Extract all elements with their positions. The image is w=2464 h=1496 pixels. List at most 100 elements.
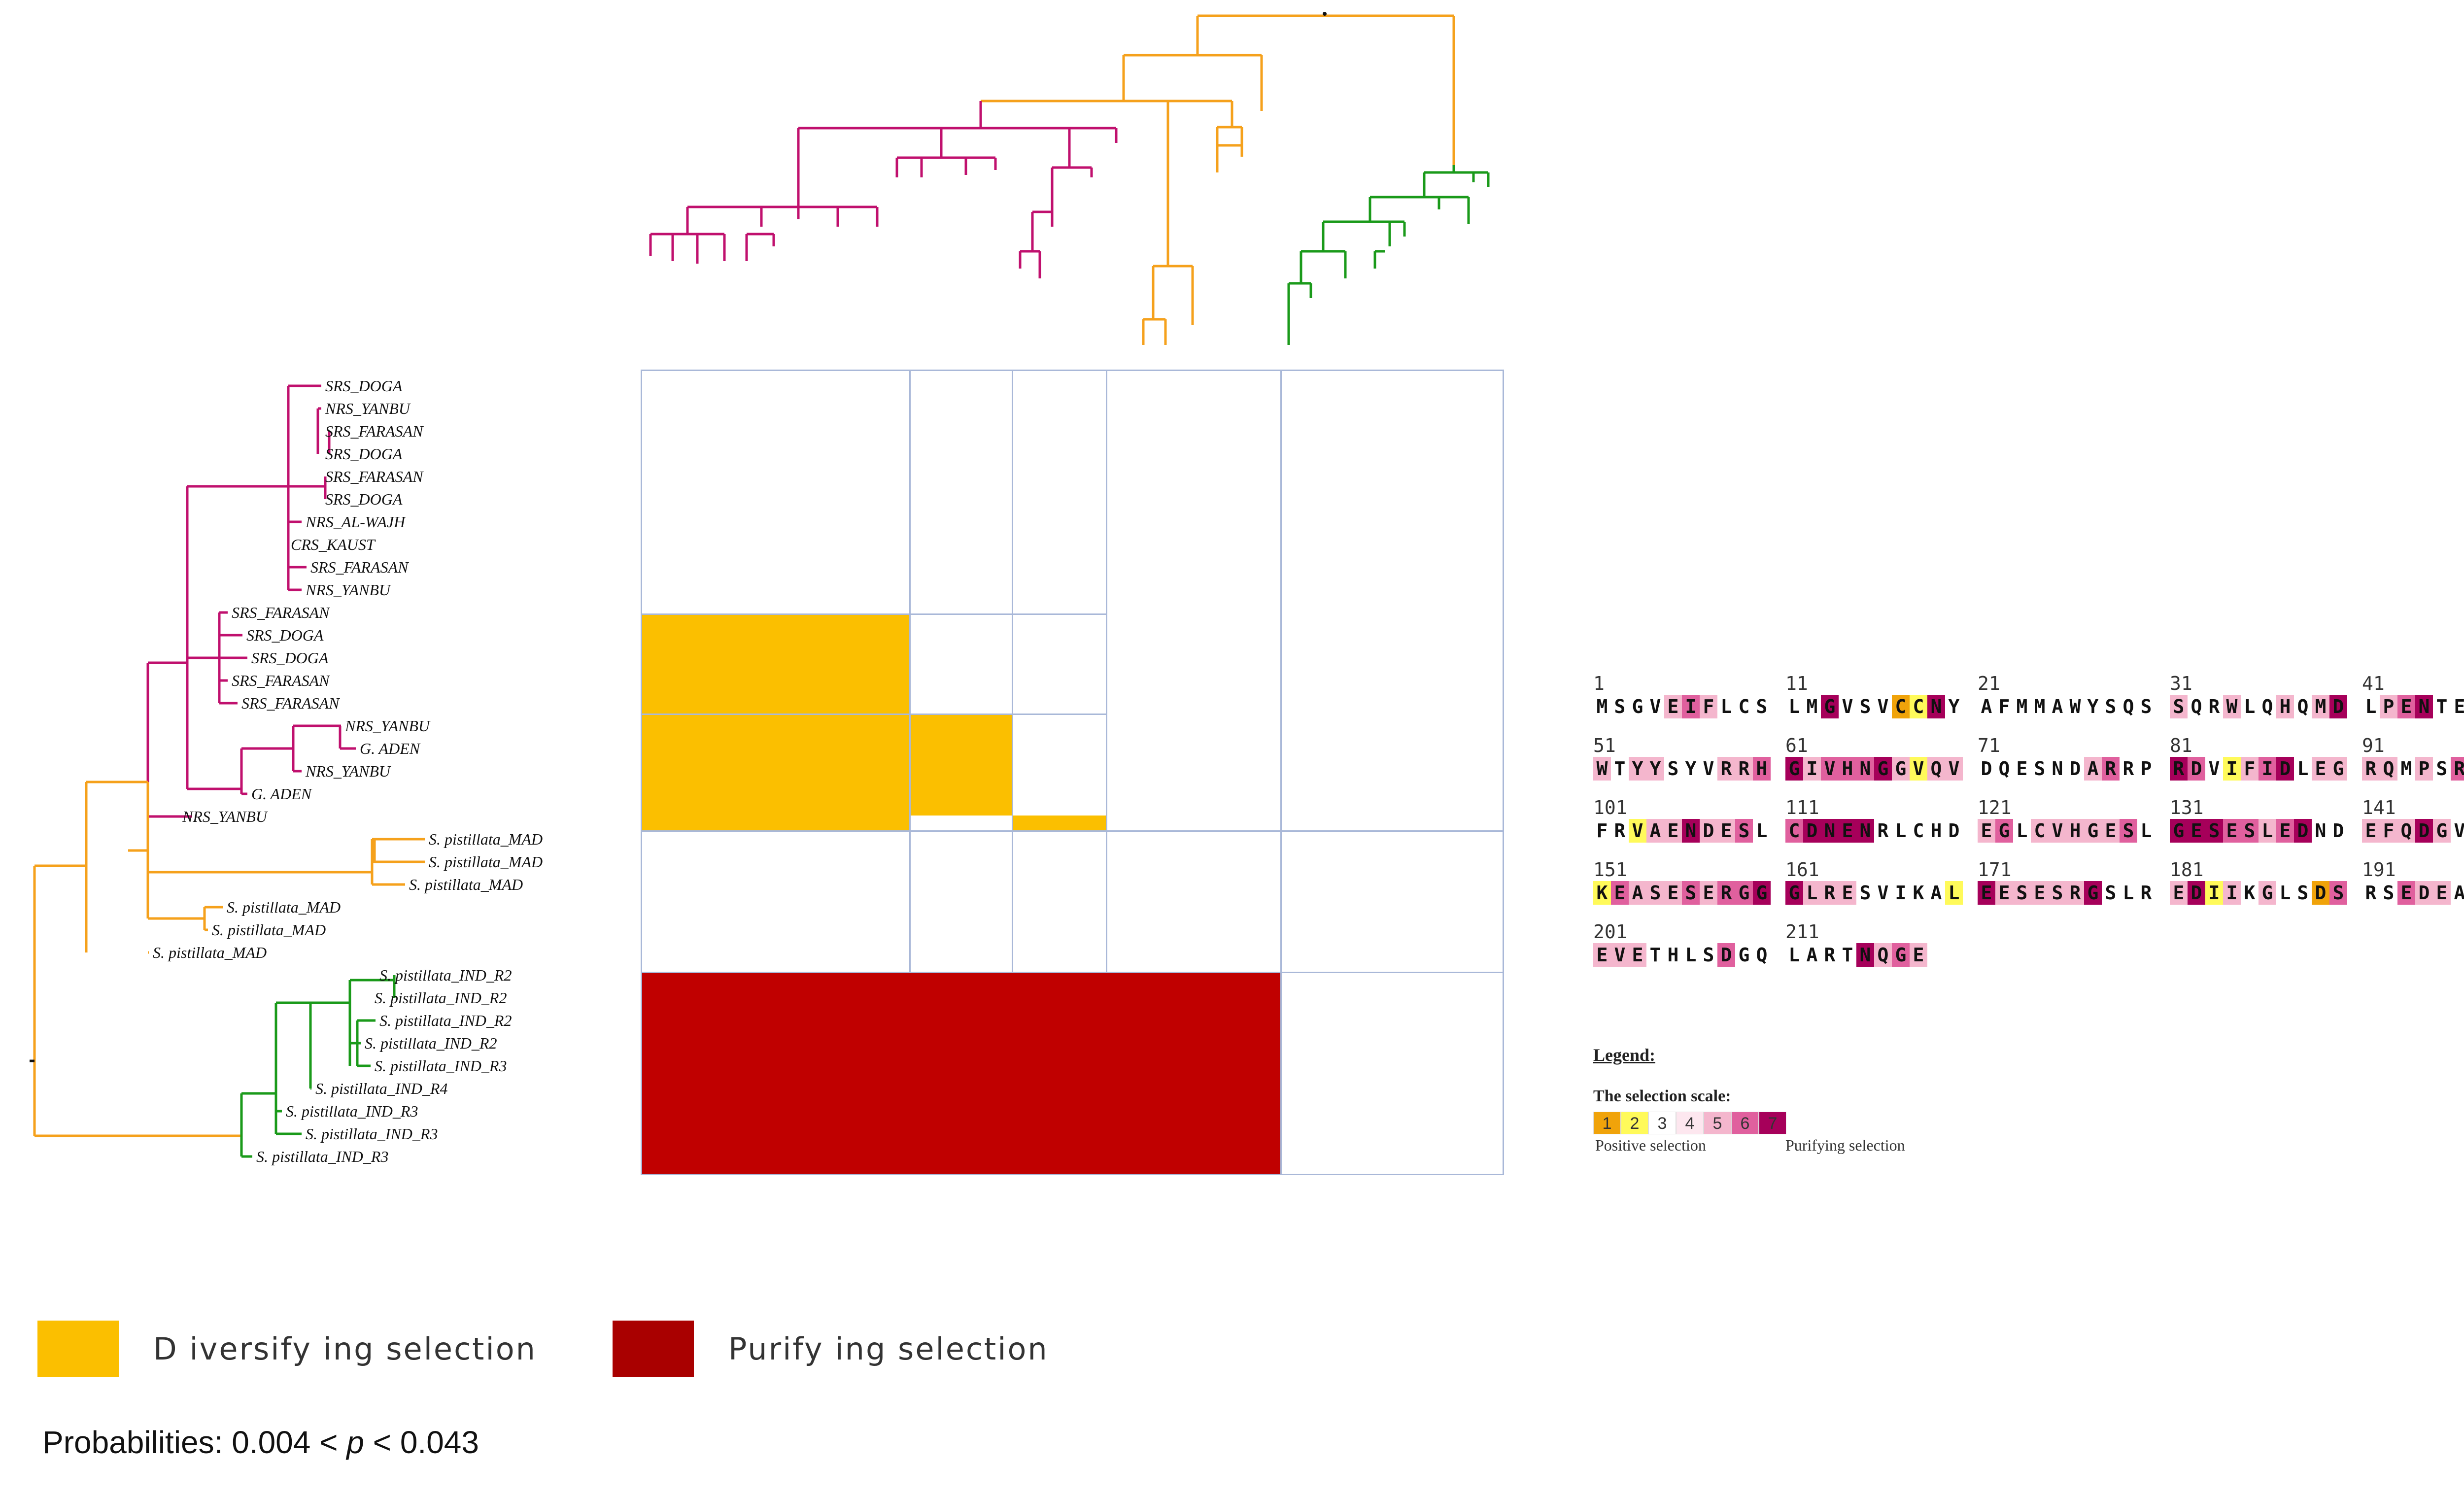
residue: G — [1874, 757, 1892, 781]
sequence-block: 31 S Q R W L Q H Q M D — [2170, 672, 2347, 718]
residue: H — [1927, 819, 1945, 843]
residue: M — [1593, 695, 1611, 718]
residue: E — [1910, 943, 1927, 967]
residue: S — [2102, 695, 2120, 718]
tip-label: NRS_YANBU — [325, 400, 411, 417]
tip-label: SRS_FARASAN — [232, 672, 330, 689]
residue: M — [2397, 757, 2415, 781]
tip-label: G. ADEN — [360, 740, 421, 757]
sequence-block: 121 E G L C V H G E S L — [1978, 796, 2155, 843]
scale-step-4: 4 — [1676, 1112, 1704, 1134]
scale-step-2: 2 — [1621, 1112, 1648, 1134]
tip-label: S. pistillata_MAD — [153, 944, 267, 961]
tip-label: SRS_FARASAN — [232, 604, 330, 621]
residue-number: 31 — [2170, 673, 2192, 694]
sequence-block: 181 E D I I K G L S D S — [2170, 858, 2347, 905]
residue: S — [2102, 881, 2120, 905]
residue-number: 201 — [1593, 921, 1627, 943]
sequence-block: 71 D Q E S N D A R R P — [1978, 734, 2155, 781]
residue: E — [2013, 757, 2031, 781]
residue: V — [2451, 819, 2464, 843]
residue: N — [1856, 819, 1874, 843]
residue: Q — [2294, 695, 2312, 718]
residue: R — [1717, 757, 1735, 781]
residue: R — [2362, 757, 2380, 781]
residue: K — [1910, 881, 1927, 905]
residue: P — [2415, 757, 2433, 781]
residue: T — [1839, 943, 1856, 967]
residue-number: 41 — [2362, 673, 2385, 694]
residue: Q — [1753, 943, 1771, 967]
residue: L — [2013, 819, 2031, 843]
residue: K — [1593, 881, 1611, 905]
tip-label: SRS_FARASAN — [325, 422, 424, 440]
residue: S — [2137, 695, 2155, 718]
residue: S — [2433, 757, 2451, 781]
residue: V — [1821, 757, 1839, 781]
residue: D — [2329, 819, 2347, 843]
residue: Y — [1646, 757, 1664, 781]
residue: A — [2451, 881, 2464, 905]
residue: L — [1803, 881, 1821, 905]
residue: E — [1664, 881, 1682, 905]
residue: Q — [1927, 757, 1945, 781]
residue: S — [2205, 819, 2223, 843]
residue: A — [1629, 881, 1646, 905]
residue: E — [2276, 819, 2294, 843]
residue: H — [1839, 757, 1856, 781]
residue: H — [1664, 943, 1682, 967]
selection-scale-legend: Legend: The selection scale: 1 2 3 4 5 6… — [1593, 1045, 2037, 1156]
residue-number: 151 — [1593, 859, 1627, 881]
residue: R — [2137, 881, 2155, 905]
residue: D — [1978, 757, 1995, 781]
residue: R — [2362, 881, 2380, 905]
residue: S — [2241, 819, 2259, 843]
residue: E — [1611, 881, 1629, 905]
residue: Y — [1945, 695, 1963, 718]
positive-selection-caption: Positive selection — [1595, 1136, 1706, 1154]
sequence-block: 171 E E S E S R G S L R — [1978, 858, 2155, 905]
residue: V — [1874, 695, 1892, 718]
residue: I — [2259, 757, 2276, 781]
diversifying-cell — [641, 714, 909, 816]
tip-label: SRS_DOGA — [251, 649, 329, 667]
tip-label: SRS_DOGA — [325, 377, 403, 395]
residue: G — [1785, 881, 1803, 905]
residue: Q — [1995, 757, 2013, 781]
purifying-swatch — [613, 1321, 694, 1377]
diversifying-cell — [1012, 816, 1106, 830]
probability-note: Probabilities: 0.004 < p < 0.043 — [42, 1424, 479, 1461]
residue: L — [1945, 881, 1963, 905]
grid-line — [641, 1174, 1504, 1175]
tip-label: S. pistillata_IND_R2 — [375, 989, 507, 1007]
residue: S — [2329, 881, 2347, 905]
legend-title: Legend: — [1593, 1045, 1655, 1065]
grid-line — [641, 370, 1504, 371]
grid-line — [909, 370, 911, 972]
tip-label: S. pistillata_IND_R3 — [306, 1125, 438, 1143]
residue: V — [1839, 695, 1856, 718]
residue: H — [1753, 757, 1771, 781]
residue: E — [1839, 881, 1856, 905]
residue: S — [1700, 943, 1717, 967]
residue: R — [2102, 757, 2120, 781]
residue: C — [1735, 695, 1753, 718]
residue: R — [1735, 757, 1753, 781]
residue: G — [2084, 819, 2102, 843]
residue-row: EFQDGVLHLS — [2362, 819, 2464, 843]
residue: V — [1910, 757, 1927, 781]
residue: Q — [2120, 695, 2137, 718]
tip-label: SRS_FARASAN — [241, 694, 340, 712]
residue: E — [2397, 695, 2415, 718]
scale-step-5: 5 — [1704, 1112, 1731, 1134]
